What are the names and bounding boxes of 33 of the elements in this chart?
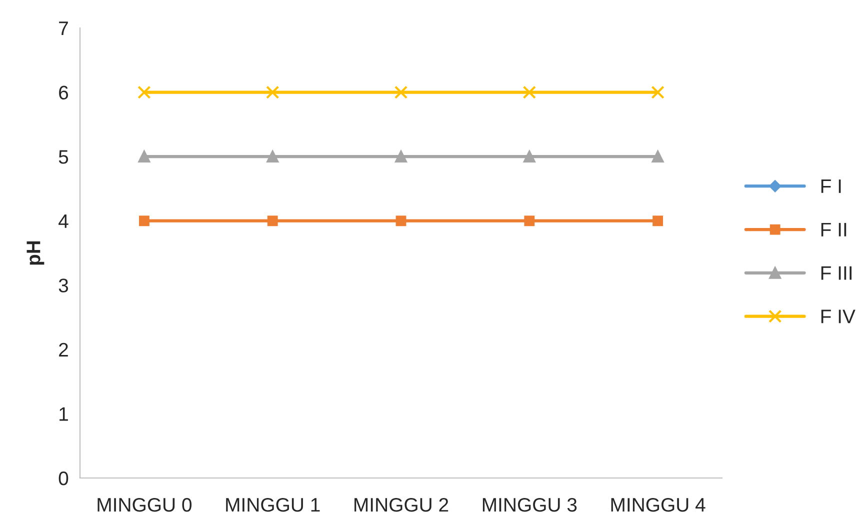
point — [267, 216, 278, 226]
point — [651, 86, 664, 99]
point — [395, 150, 407, 162]
point — [394, 86, 408, 99]
y-axis-title: pH — [26, 241, 44, 265]
x-tick-label: MINGGU 3 — [482, 498, 577, 512]
y-tick-label: 4 — [58, 214, 68, 228]
y-tick-label: 7 — [59, 22, 68, 36]
point — [652, 216, 664, 226]
point — [523, 150, 536, 162]
point — [138, 216, 150, 226]
y-tick-label: 0 — [58, 471, 68, 486]
legend-label: F I — [821, 180, 841, 193]
point — [266, 86, 280, 99]
legend-label: F III — [821, 266, 852, 280]
point — [266, 150, 279, 162]
point — [652, 150, 664, 162]
point — [522, 86, 536, 99]
legend-label: F II — [821, 222, 846, 236]
y-tick-label: 6 — [59, 86, 68, 100]
point — [138, 86, 151, 99]
point — [524, 216, 535, 226]
x-tick-label: MINGGU 4 — [611, 498, 706, 512]
y-tick-label: 2 — [59, 342, 68, 356]
point — [396, 216, 406, 226]
point — [138, 150, 150, 162]
y-tick-label: 1 — [60, 407, 68, 421]
y-tick-label: 3 — [58, 278, 68, 292]
y-tick-label: 5 — [58, 150, 68, 164]
legend-label: F IV — [821, 310, 856, 324]
x-tick-label: MINGGU 1 — [226, 498, 320, 512]
x-tick-label: MINGGU 2 — [354, 498, 448, 512]
x-tick-label: MINGGU 0 — [98, 498, 192, 512]
